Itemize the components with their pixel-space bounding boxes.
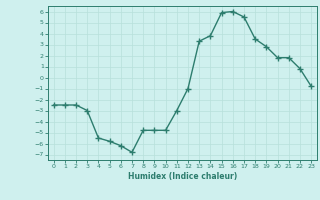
- X-axis label: Humidex (Indice chaleur): Humidex (Indice chaleur): [128, 172, 237, 181]
